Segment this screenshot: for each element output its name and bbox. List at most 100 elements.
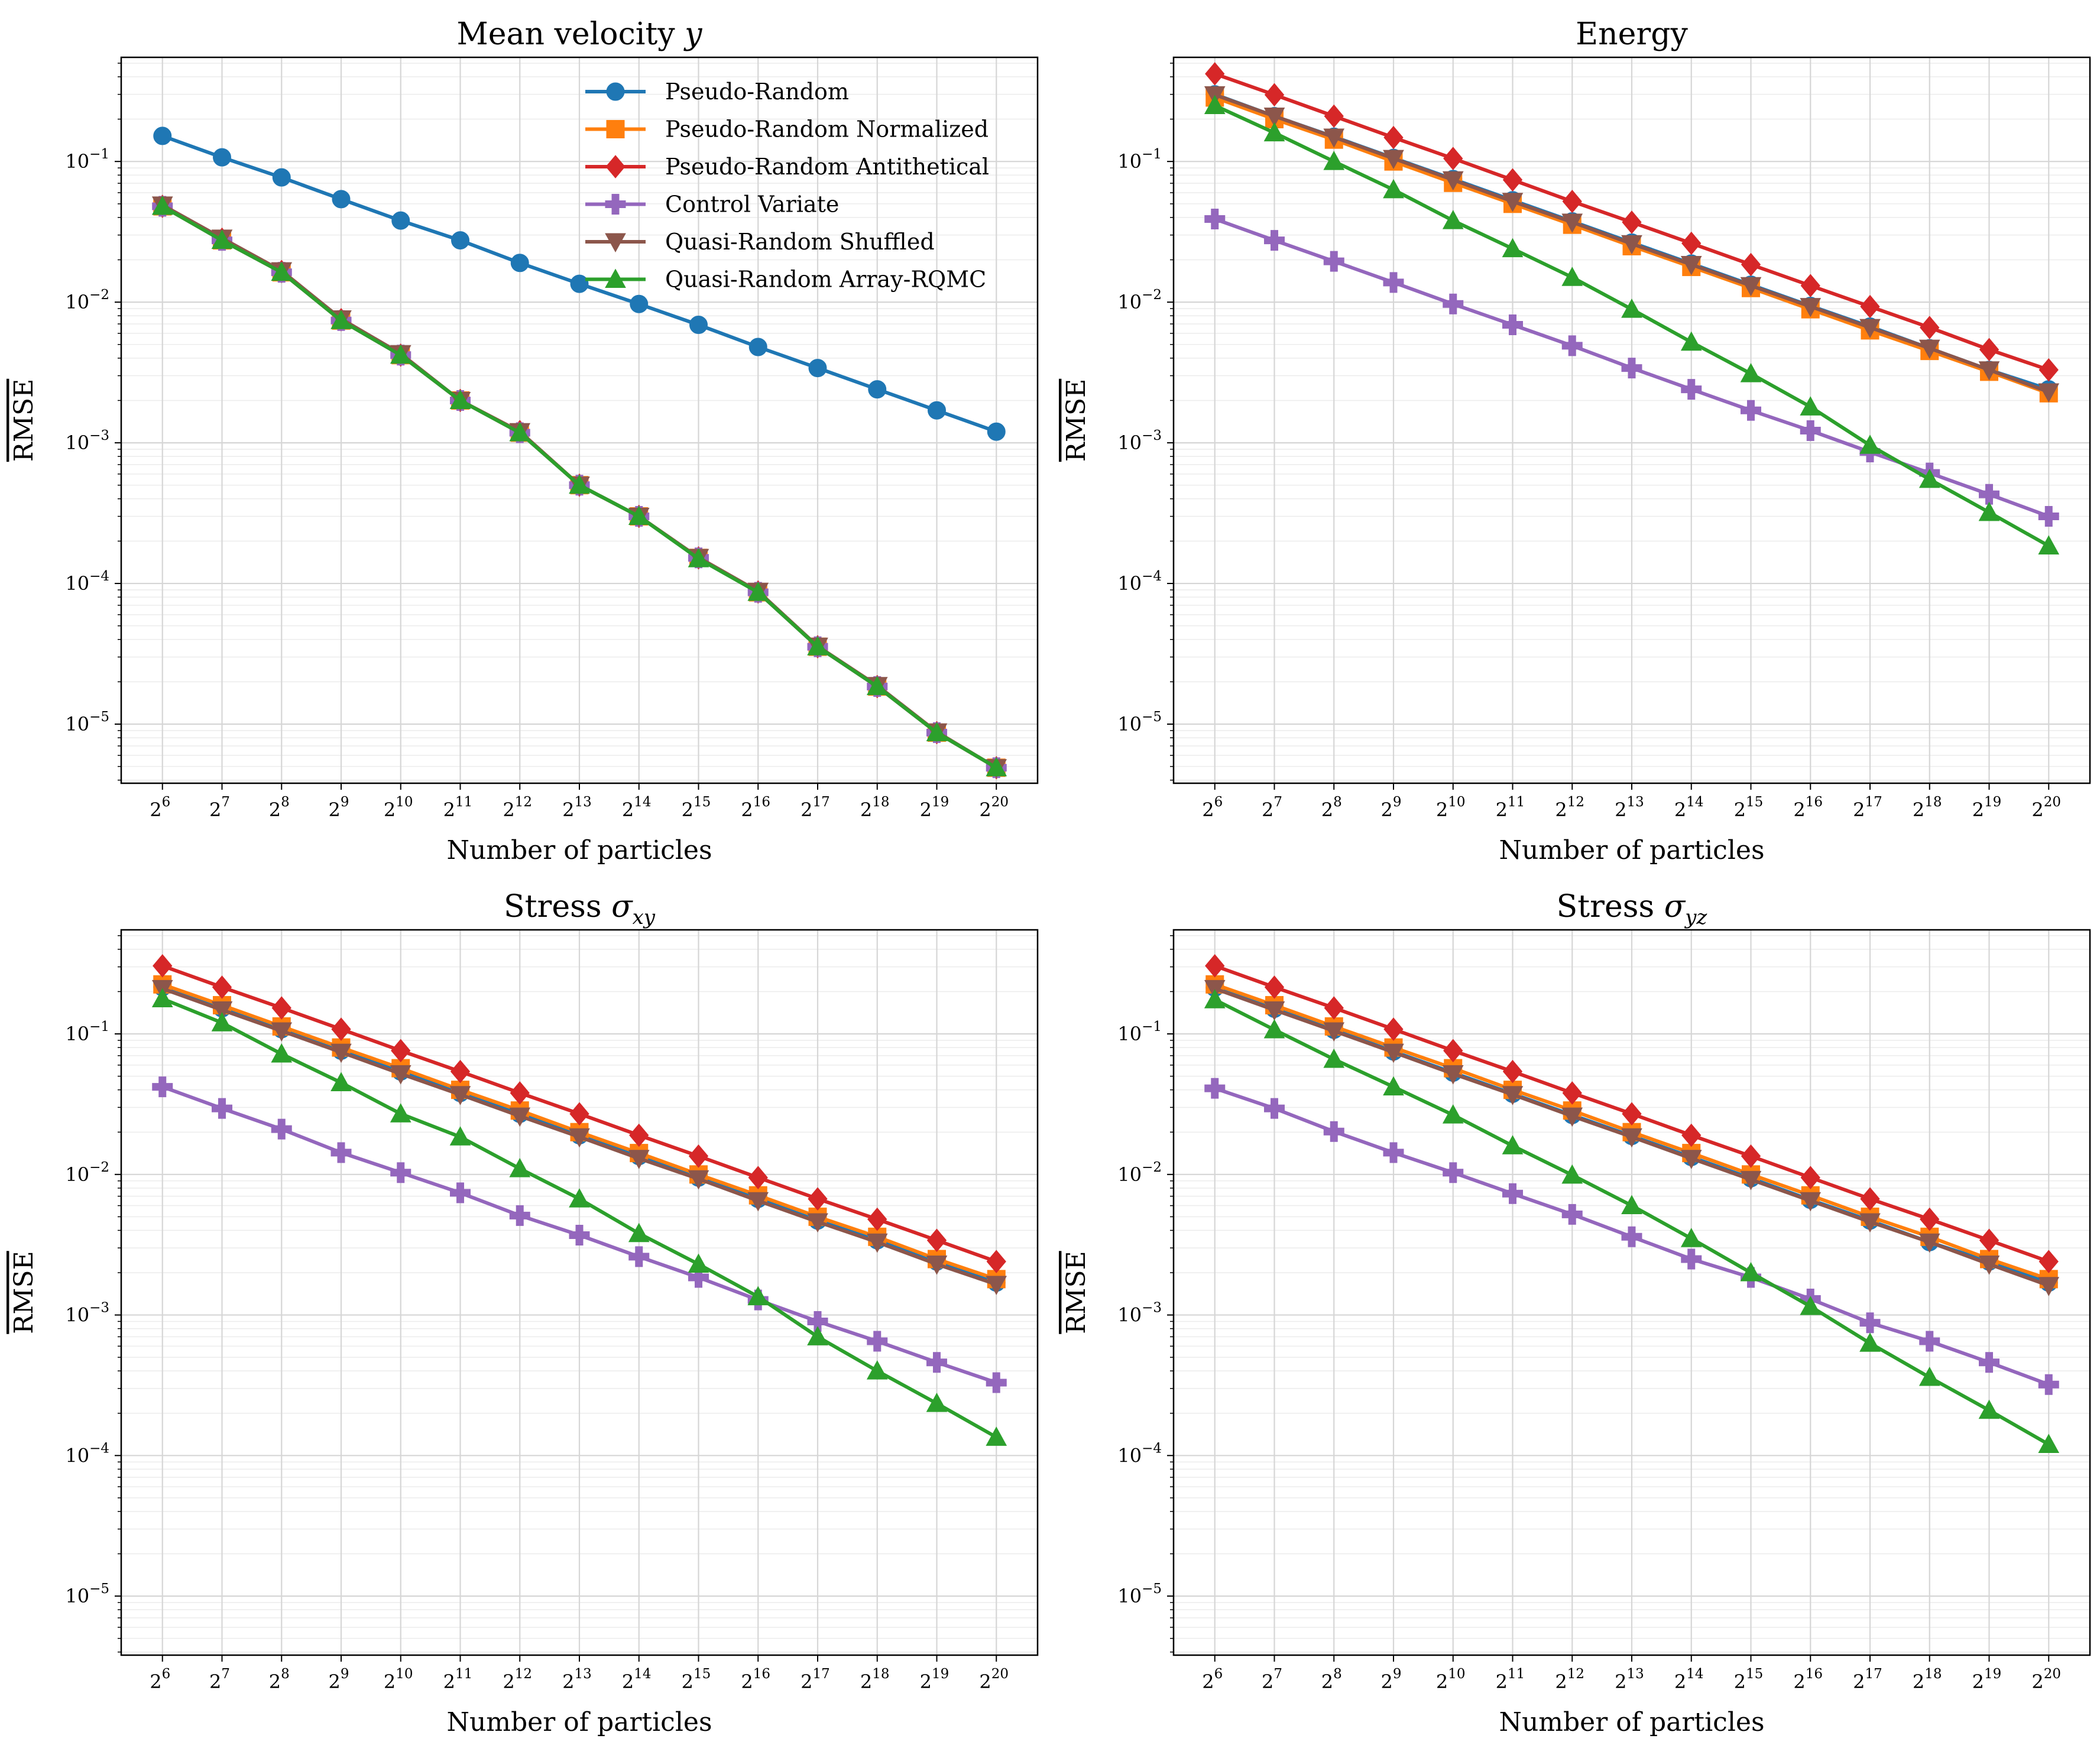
data-point [2039, 358, 2059, 382]
y-tick-base: 10 [65, 150, 89, 173]
x-tick-label: 29 [1381, 794, 1402, 821]
x-tick-base: 2 [801, 799, 812, 821]
y-tick-label: 10−4 [65, 569, 109, 595]
x-tick-label: 215 [682, 1666, 711, 1693]
x-tick-label: 218 [1913, 794, 1942, 821]
x-tick-base: 2 [741, 1671, 753, 1693]
x-tick-base: 2 [1262, 1671, 1273, 1693]
y-tick-exponent: −2 [1142, 287, 1162, 303]
data-point [1681, 1123, 1702, 1147]
y-tick-label: 10−2 [65, 287, 109, 313]
axes-frame [1172, 929, 2091, 1656]
x-tick-label: 217 [1853, 794, 1882, 821]
x-tick-label: 217 [1853, 1666, 1882, 1693]
data-point [449, 1086, 471, 1105]
data-point [1383, 125, 1404, 150]
panel-1: 10−110−210−310−410−526 27 28 29 210 211 212 213… [9, 17, 1039, 865]
data-point [1502, 1135, 1524, 1154]
x-tick-exponent: 20 [2044, 794, 2061, 810]
data-point [630, 294, 649, 313]
x-tick-label: 210 [384, 1666, 413, 1693]
data-point [1680, 1150, 1702, 1169]
x-tick-base: 2 [329, 799, 341, 821]
data-point [1561, 267, 1583, 286]
series-group [1204, 954, 2060, 1453]
series-quasi-random-array-rqmc [1204, 989, 2060, 1453]
legend-label: Quasi-Random Shuffled [665, 229, 935, 255]
x-tick-exponent: 10 [1448, 1666, 1465, 1682]
x-tick-base: 2 [1793, 1671, 1805, 1693]
data-point [1800, 420, 1821, 442]
series-pseudo-random-antithetical [1205, 954, 2059, 1273]
x-tick-exponent: 7 [1273, 794, 1282, 810]
data-point [1918, 339, 1940, 359]
x-tick-exponent: 9 [341, 1666, 349, 1682]
y-axis-label: RMSE [9, 1251, 39, 1334]
series-quasi-random-shuffled [151, 979, 1007, 1295]
y-tick-exponent: −4 [89, 569, 109, 584]
data-point [1859, 1213, 1881, 1233]
panel-title: Stress σxy [504, 889, 656, 929]
data-point [510, 1081, 530, 1105]
y-tick-labels: 10−110−210−310−410−5 [65, 147, 109, 735]
series-quasi-random-shuffled [1204, 979, 2060, 1296]
x-tick-label: 29 [329, 1666, 349, 1693]
data-point [1204, 989, 1226, 1008]
x-tick-exponent: 20 [991, 1666, 1009, 1682]
axes-frame [1172, 56, 2091, 784]
x-tick-exponent: 19 [1984, 794, 2001, 810]
data-point [1443, 293, 1464, 314]
data-point [1979, 484, 1999, 505]
x-tick-base: 2 [1262, 799, 1273, 821]
x-tick-label: 212 [1555, 794, 1584, 821]
y-tick-label: 10−2 [1117, 287, 1162, 313]
x-tick-label: 29 [1381, 1666, 1402, 1693]
data-point [1204, 95, 1226, 114]
x-tick-exponent: 10 [396, 1666, 413, 1682]
data-point [986, 757, 1007, 777]
x-tick-label: 219 [920, 1666, 949, 1693]
data-point [1859, 1332, 1881, 1352]
y-tick-label: 10−3 [65, 428, 109, 454]
data-point [1502, 238, 1524, 258]
data-point [1859, 434, 1881, 454]
x-tick-label: 217 [801, 1666, 830, 1693]
x-tick-exponent: 12 [1567, 1666, 1584, 1682]
data-point [926, 1256, 948, 1275]
x-tick-exponent: 12 [515, 1666, 532, 1682]
y-tick-label: 10−3 [65, 1300, 109, 1326]
x-tick-base: 2 [622, 799, 634, 821]
data-point [1741, 1144, 1761, 1168]
data-point [866, 1360, 888, 1380]
legend: Pseudo-Random Pseudo-Random Normalized Pse… [585, 79, 989, 293]
x-tick-label: 210 [384, 794, 413, 821]
x-tick-base: 2 [1321, 1671, 1333, 1693]
x-tick-label: 219 [920, 794, 949, 821]
data-point [1442, 1065, 1464, 1085]
x-tick-exponent: 11 [455, 794, 472, 810]
x-tick-exponent: 6 [1214, 1666, 1223, 1682]
y-tick-label: 10−4 [65, 1441, 109, 1467]
data-point [1263, 1019, 1285, 1039]
x-tick-base: 2 [2031, 799, 2043, 821]
data-point [1860, 1187, 1880, 1211]
data-point [1383, 179, 1404, 199]
x-tick-exponent: 6 [1214, 794, 1223, 810]
x-tick-exponent: 18 [872, 1666, 889, 1682]
axes-frame [120, 56, 1039, 784]
data-point [213, 148, 231, 167]
data-point [986, 1250, 1006, 1273]
series-group [151, 127, 1007, 780]
axes-frame [120, 929, 1039, 1656]
x-tick-label: 211 [443, 1666, 473, 1693]
y-tick-label: 10−2 [1117, 1160, 1162, 1186]
x-tick-label: 211 [1496, 1666, 1525, 1693]
x-tick-exponent: 11 [1508, 1666, 1525, 1682]
x-tick-base: 2 [682, 799, 693, 821]
data-point [1561, 1204, 1583, 1225]
x-tick-label: 213 [1615, 1666, 1644, 1693]
x-tick-label: 220 [979, 794, 1009, 821]
y-tick-base: 10 [65, 432, 89, 454]
data-point [688, 1253, 709, 1273]
y-tick-labels: 10−110−210−310−410−5 [65, 1019, 109, 1607]
